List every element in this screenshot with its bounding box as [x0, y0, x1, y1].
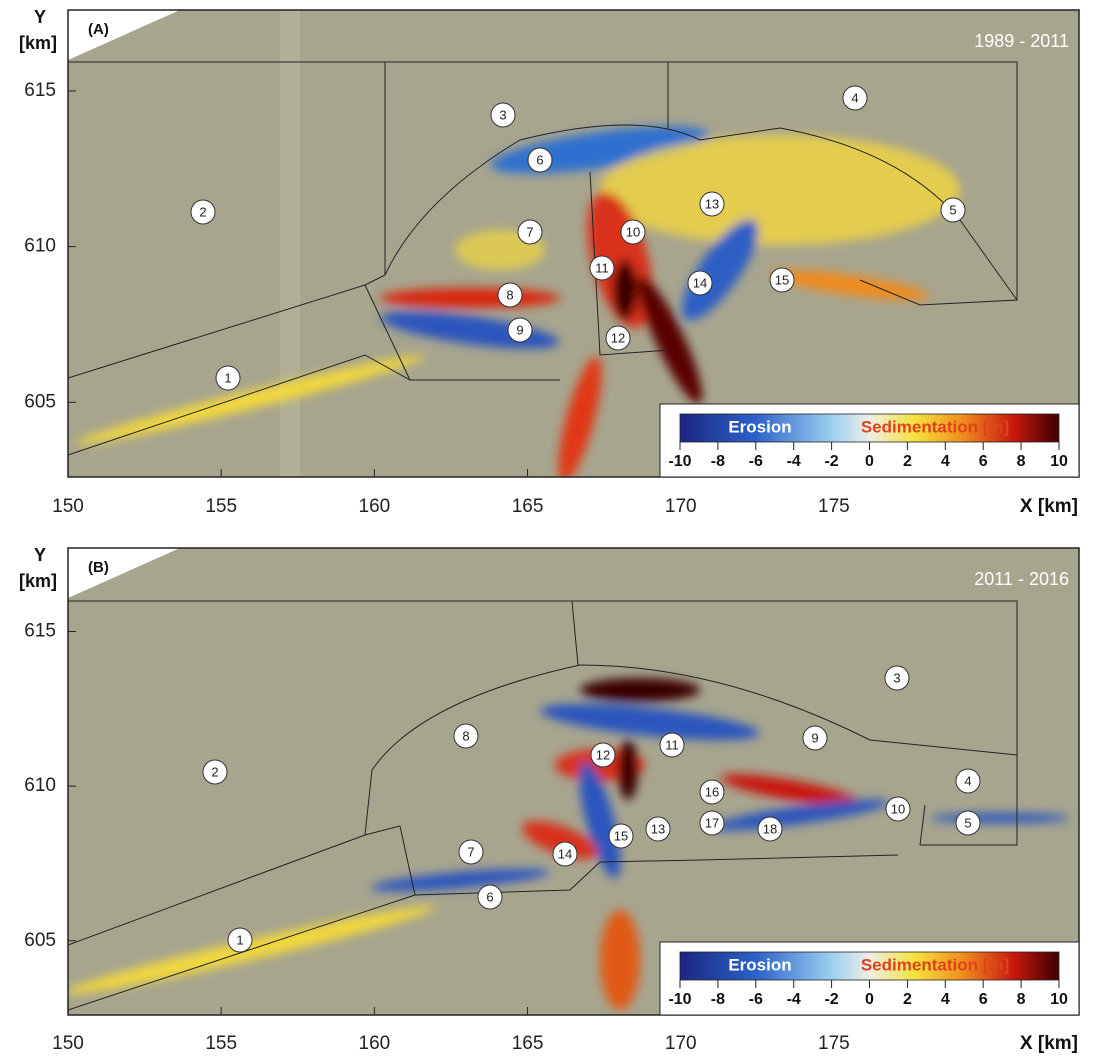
region-label: 8	[506, 287, 513, 302]
region-label: 7	[526, 224, 533, 239]
x-tick-label: 170	[665, 496, 697, 517]
colorbar-tick-label: -10	[668, 991, 691, 1008]
x-tick-label: 155	[205, 1033, 237, 1054]
y-tick-label: 605	[24, 930, 56, 951]
panel-label: (B)	[88, 559, 109, 576]
y-tick-label: 605	[24, 391, 56, 412]
colorbar-tick-label: 2	[903, 453, 912, 470]
region-label: 11	[665, 737, 679, 752]
region-label: 13	[705, 196, 719, 211]
colorbar-tick-label: 0	[865, 453, 874, 470]
region-label: 2	[211, 764, 218, 779]
colorbar-tick-label: 8	[1017, 991, 1026, 1008]
colorbar-tick-label: 0	[865, 991, 874, 1008]
region-label: 17	[705, 815, 719, 830]
region-label: 8	[462, 728, 469, 743]
y-tick-label: 615	[24, 80, 56, 101]
colorbar-tick-label: 2	[903, 991, 912, 1008]
colorbar-tick-label: 8	[1017, 453, 1026, 470]
region-label: 14	[693, 275, 707, 290]
region-label: 15	[775, 272, 789, 287]
region-label: 10	[891, 801, 905, 816]
y-axis-title: Y	[34, 545, 46, 565]
region-label: 12	[596, 747, 610, 762]
colorbar-tick-label: -8	[711, 991, 725, 1008]
x-axis-title: X [km]	[1020, 496, 1078, 517]
x-tick-label: 150	[52, 1033, 84, 1054]
x-axis-title: X [km]	[1020, 1033, 1078, 1054]
x-tick-label: 160	[359, 496, 391, 517]
region-label: 16	[705, 784, 719, 799]
region-label: 9	[516, 322, 523, 337]
y-tick-label: 610	[24, 236, 56, 257]
x-tick-label: 175	[818, 1033, 850, 1054]
region-label: 11	[595, 260, 609, 275]
panel-label: (A)	[88, 21, 109, 38]
colorbar-tick-label: -6	[749, 991, 763, 1008]
region-label: 6	[536, 152, 543, 167]
colorbar-erosion-label: Erosion	[728, 417, 791, 436]
region-label: 9	[811, 730, 818, 745]
region-label: 14	[558, 846, 572, 861]
region-label: 18	[763, 821, 777, 836]
figure: 123456789101112131415(A)1989 - 2011Y[km]…	[0, 0, 1098, 1058]
period-label: 1989 - 2011	[974, 31, 1069, 51]
region-label: 6	[486, 889, 493, 904]
colorbar-tick-label: 6	[979, 453, 988, 470]
x-tick-label: 170	[665, 1033, 697, 1054]
colorbar-tick-label: 4	[941, 453, 950, 470]
x-tick-label: 150	[52, 496, 84, 517]
x-tick-label: 165	[512, 1033, 544, 1054]
colorbar-tick-label: 4	[941, 991, 950, 1008]
region-label: 10	[626, 224, 640, 239]
region-label: 5	[949, 202, 956, 217]
colorbar-sedimentation-label: Sedimentation [m]	[861, 417, 1009, 436]
region-label: 5	[964, 815, 971, 830]
colorbar-tick-label: -4	[787, 453, 801, 470]
region-label: 3	[499, 107, 506, 122]
region-label: 7	[467, 844, 474, 859]
region-label: 1	[236, 932, 243, 947]
y-axis-title: [km]	[19, 33, 57, 53]
x-tick-label: 155	[205, 496, 237, 517]
colorbar-sedimentation-label: Sedimentation [m]	[861, 955, 1009, 974]
colorbar-erosion-label: Erosion	[728, 955, 791, 974]
region-label: 3	[893, 670, 900, 685]
colorbar-tick-label: -2	[824, 453, 838, 470]
colorbar-tick-label: -6	[749, 453, 763, 470]
region-label: 4	[964, 773, 971, 788]
x-tick-label: 175	[818, 496, 850, 517]
x-tick-label: 165	[512, 496, 544, 517]
y-axis-title: [km]	[19, 571, 57, 591]
colorbar-tick-label: -4	[787, 991, 801, 1008]
colorbar-tick-label: -8	[711, 453, 725, 470]
y-axis-title: Y	[34, 7, 46, 27]
region-label: 4	[851, 90, 858, 105]
colorbar-tick-label: -10	[668, 453, 691, 470]
period-label: 2011 - 2016	[974, 569, 1069, 589]
x-tick-label: 160	[359, 1033, 391, 1054]
region-label: 2	[199, 204, 206, 219]
y-tick-label: 610	[24, 775, 56, 796]
y-tick-label: 615	[24, 621, 56, 642]
colorbar-tick-label: -2	[824, 991, 838, 1008]
region-label: 1	[224, 370, 231, 385]
colorbar-tick-label: 6	[979, 991, 988, 1008]
colorbar-tick-label: 10	[1050, 991, 1068, 1008]
colorbar-tick-label: 10	[1050, 453, 1068, 470]
region-label: 15	[614, 828, 628, 843]
region-label: 13	[651, 821, 665, 836]
region-label: 12	[611, 330, 625, 345]
